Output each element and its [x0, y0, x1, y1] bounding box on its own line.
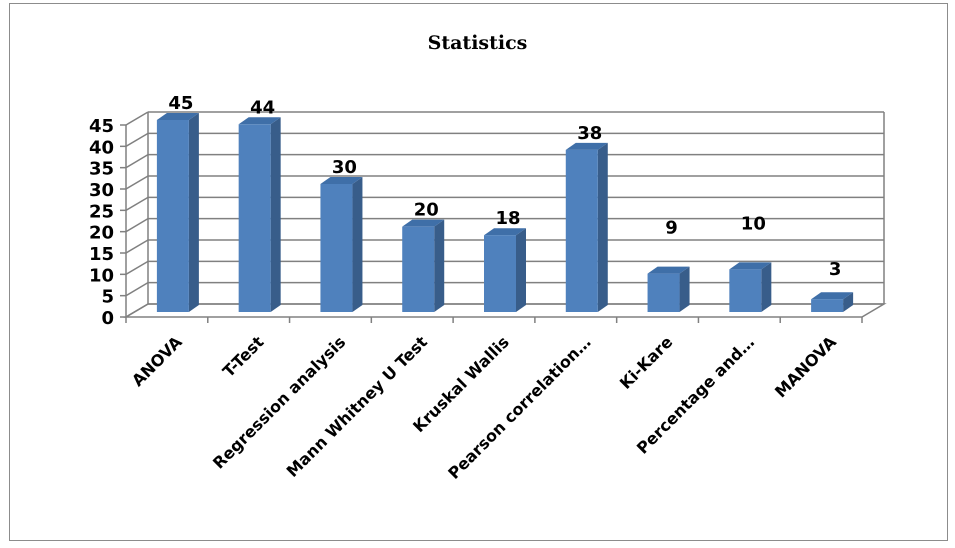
bar-side [270, 117, 281, 313]
bars [156, 113, 854, 313]
bar-front [811, 299, 844, 312]
bar-front [565, 149, 598, 312]
bar [320, 177, 363, 312]
bar-front [647, 273, 680, 312]
side-gridline [125, 260, 149, 275]
bar [729, 262, 772, 312]
side-gridline [125, 239, 149, 254]
bar-side [516, 228, 526, 312]
bar-top [811, 292, 854, 300]
bar-front [484, 235, 516, 312]
bar-front [729, 269, 762, 312]
data-label: 10 [741, 213, 766, 234]
bar [402, 219, 445, 312]
bar-front [156, 120, 189, 312]
data-labels: 45 44 30 20 18 38 9 10 3 [168, 93, 841, 280]
y-tick-label: 5 [101, 287, 114, 308]
bar-top [156, 113, 199, 120]
bar-front [402, 226, 435, 312]
category-label: T-Test [219, 332, 268, 381]
bar-side [188, 113, 199, 312]
y-tick-label: 10 [89, 265, 114, 286]
category-label: MANOVA [771, 332, 840, 401]
bar-top [238, 117, 281, 125]
bar-top [565, 142, 608, 150]
data-label: 44 [250, 97, 275, 118]
bar-top [402, 219, 445, 227]
y-tick-label: 20 [89, 223, 114, 244]
bar-side [761, 262, 772, 312]
bar [156, 113, 199, 312]
side-gridline [125, 111, 149, 126]
side-gridline [125, 303, 149, 318]
side-gridline [125, 154, 149, 169]
category-label: Pearson correlation… [444, 332, 594, 482]
data-label: 20 [414, 200, 439, 221]
data-label: 38 [577, 123, 602, 144]
data-label: 9 [665, 218, 678, 239]
bar-side [843, 292, 854, 312]
bar-front [238, 124, 271, 313]
category-label: ANOVA [128, 332, 186, 390]
bar-top [320, 177, 363, 184]
side-gridline [125, 132, 149, 147]
y-tick-label: 25 [89, 201, 114, 222]
bar [647, 266, 690, 312]
y-tick-label: 0 [101, 308, 114, 329]
y-tick-label: 35 [89, 159, 114, 180]
y-tick-label: 45 [89, 116, 114, 137]
bar-top [647, 266, 690, 274]
bar-front [320, 184, 353, 312]
bar-side [679, 266, 690, 312]
y-tick-label: 40 [89, 137, 114, 158]
bar-top [729, 262, 772, 270]
y-tick-label: 15 [89, 244, 114, 265]
y-tick-label: 30 [89, 180, 114, 201]
data-label: 18 [495, 208, 520, 229]
side-gridline [125, 282, 149, 297]
bar [811, 292, 854, 312]
bar-side [597, 142, 608, 312]
category-label: Mann Whitney U Test [283, 332, 432, 481]
bar-side [434, 219, 445, 312]
chart-title: Statistics [427, 32, 528, 54]
bar [484, 228, 526, 312]
data-label: 30 [332, 157, 357, 178]
data-label: 3 [829, 259, 842, 280]
side-gridline [125, 175, 149, 190]
bar-side [352, 177, 363, 312]
bar [565, 142, 608, 312]
data-label: 45 [168, 93, 193, 114]
side-gridline [125, 196, 149, 211]
category-label: Regression analysis [209, 332, 349, 472]
side-gridline [125, 218, 149, 233]
bar-top [484, 228, 526, 236]
bar [238, 117, 281, 313]
category-label: Ki-Kare [616, 332, 677, 393]
